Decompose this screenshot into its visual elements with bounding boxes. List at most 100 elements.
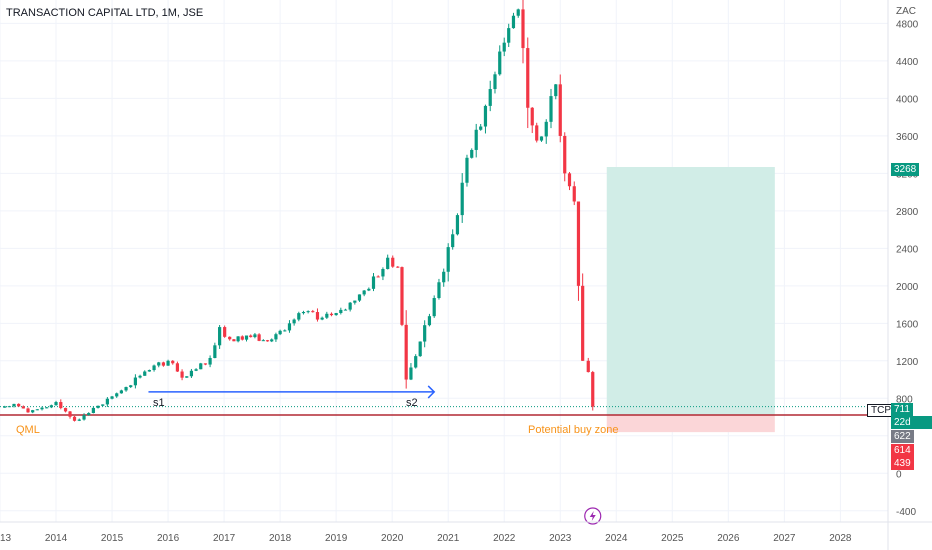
candle-body bbox=[386, 257, 390, 270]
x-tick-label: 2021 bbox=[437, 533, 460, 544]
candle-body bbox=[507, 28, 511, 43]
level-a-tag: 622 bbox=[891, 430, 914, 443]
candle-body bbox=[21, 406, 25, 409]
candle-body bbox=[223, 327, 227, 337]
candle-body bbox=[563, 135, 567, 174]
candle-body bbox=[479, 126, 483, 130]
y-tick-label: 4400 bbox=[896, 57, 919, 68]
level-lines bbox=[0, 385, 888, 416]
candle-body bbox=[391, 257, 395, 267]
candle-body bbox=[59, 402, 63, 409]
last-price-tag: 711 bbox=[891, 403, 913, 416]
candle-body bbox=[54, 402, 58, 406]
candle-body bbox=[558, 84, 562, 136]
loss-zone bbox=[606, 414, 775, 433]
target-price-tag: 3268 bbox=[891, 163, 920, 176]
candle-body bbox=[3, 406, 7, 408]
candle-body bbox=[49, 405, 53, 408]
candle-body bbox=[581, 285, 585, 361]
candle-body bbox=[287, 323, 292, 331]
candle-body bbox=[253, 334, 257, 338]
candle-body bbox=[320, 317, 324, 320]
candle-body bbox=[516, 9, 520, 16]
candle-body bbox=[45, 407, 49, 409]
candle-body bbox=[185, 376, 189, 378]
candle-body bbox=[329, 313, 334, 316]
candle-body bbox=[17, 403, 21, 407]
candle-body bbox=[432, 298, 436, 317]
candle-body bbox=[530, 107, 534, 126]
candle-body bbox=[171, 360, 175, 364]
candle-body bbox=[232, 339, 236, 342]
candle-body bbox=[143, 371, 147, 376]
candle-body bbox=[12, 403, 16, 407]
candle-body bbox=[236, 336, 240, 342]
candle-body bbox=[157, 362, 161, 366]
candle-body bbox=[521, 9, 525, 49]
candle-body bbox=[586, 360, 590, 373]
countdown-tag: 22d 19h bbox=[891, 416, 932, 441]
candle-body bbox=[451, 234, 455, 248]
y-tick-label: 4800 bbox=[896, 19, 919, 30]
candle-body bbox=[404, 324, 408, 380]
candle-body bbox=[301, 312, 306, 314]
candle-body bbox=[283, 330, 287, 332]
candle-body bbox=[339, 309, 343, 314]
candle-body bbox=[270, 339, 274, 342]
candle-body bbox=[249, 335, 253, 338]
candle-body bbox=[26, 408, 30, 413]
y-tick-label: 3600 bbox=[896, 132, 919, 143]
candle-body bbox=[502, 42, 506, 52]
candle-body bbox=[278, 330, 282, 335]
candle-body bbox=[348, 302, 352, 310]
candle-body bbox=[418, 341, 422, 357]
candle-body bbox=[199, 363, 203, 370]
candle-body bbox=[213, 345, 217, 358]
candle-body bbox=[274, 334, 278, 340]
candle-body bbox=[539, 136, 544, 141]
chart-title: TRANSACTION CAPITAL LTD, 1M, JSE bbox=[6, 7, 204, 19]
x-tick-label: 2026 bbox=[717, 533, 740, 544]
time-axis[interactable]: 2013 2014 2015 2016 2017 2018 2019 2020 2021 2022… bbox=[0, 521, 932, 544]
candle-body bbox=[465, 157, 469, 183]
candle-body bbox=[498, 51, 502, 75]
candle-body bbox=[483, 105, 488, 127]
lightning-bolt bbox=[589, 511, 596, 521]
candle-body bbox=[576, 201, 581, 286]
candle-body bbox=[396, 266, 400, 268]
candle-body bbox=[437, 282, 441, 299]
x-tick-label: 2020 bbox=[381, 533, 404, 544]
candle-body bbox=[325, 313, 329, 318]
candle-body bbox=[414, 356, 418, 368]
x-tick-label: 2022 bbox=[493, 533, 516, 544]
x-tick-label: 2016 bbox=[157, 533, 180, 544]
candle-body bbox=[7, 406, 11, 408]
candle-body bbox=[292, 319, 296, 324]
x-tick-label: 2014 bbox=[45, 533, 68, 544]
candle-body bbox=[400, 267, 404, 325]
candle-body bbox=[91, 407, 95, 414]
candle-body bbox=[180, 371, 184, 378]
candle-body bbox=[470, 149, 474, 158]
y-tick-label: 1600 bbox=[896, 319, 919, 330]
y-tick-label: 4000 bbox=[896, 94, 919, 105]
candle-body bbox=[376, 276, 380, 278]
candle-body bbox=[427, 316, 432, 326]
y-tick-label: 2000 bbox=[896, 282, 919, 293]
candle-body bbox=[208, 357, 212, 365]
candle-body bbox=[362, 290, 366, 295]
candle-body bbox=[133, 377, 137, 386]
level-c-tag: 439 bbox=[891, 457, 914, 470]
candle-body bbox=[446, 247, 450, 272]
candle-body bbox=[124, 387, 128, 391]
x-tick-label: 2013 bbox=[0, 533, 12, 544]
candle-body bbox=[306, 311, 310, 313]
x-tick-label: 2017 bbox=[213, 533, 236, 544]
level-b-tag: 614 bbox=[891, 444, 914, 457]
candle-body bbox=[381, 269, 385, 277]
candle-body bbox=[572, 186, 576, 202]
candle-body bbox=[511, 15, 516, 29]
candle-body bbox=[105, 398, 109, 405]
